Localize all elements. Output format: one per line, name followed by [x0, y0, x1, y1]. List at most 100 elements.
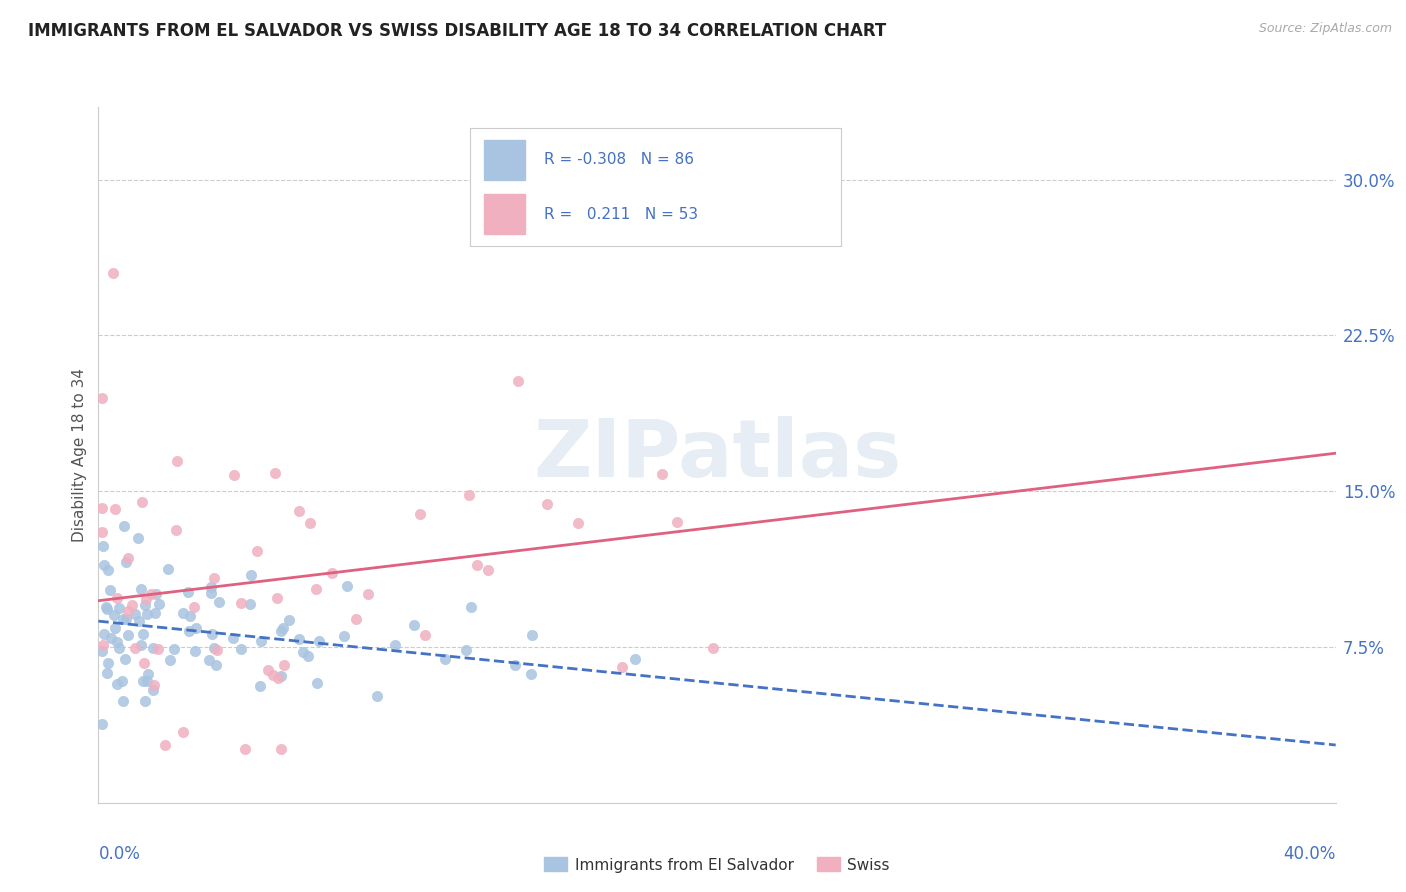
Point	[132, 673, 155, 688]
Point	[249, 679, 271, 693]
Point	[129, 582, 152, 596]
Point	[134, 656, 156, 670]
Point	[202, 641, 225, 656]
Point	[115, 612, 138, 626]
Point	[222, 467, 245, 482]
Point	[100, 631, 122, 645]
Point	[333, 630, 356, 644]
Point	[623, 652, 645, 666]
Point	[90, 391, 112, 405]
Point	[98, 583, 121, 598]
Point	[257, 663, 280, 677]
Point	[93, 627, 115, 641]
Point	[90, 500, 112, 515]
Point	[157, 562, 180, 576]
Point	[288, 632, 311, 647]
Point	[413, 628, 436, 642]
Legend: Immigrants from El Salvador, Swiss: Immigrants from El Salvador, Swiss	[538, 851, 896, 879]
Point	[702, 640, 724, 655]
Point	[134, 694, 156, 708]
Point	[117, 604, 139, 618]
Point	[103, 607, 125, 622]
Point	[96, 602, 118, 616]
Point	[179, 624, 201, 638]
Point	[229, 642, 252, 657]
Text: 40.0%: 40.0%	[1284, 845, 1336, 863]
Point	[297, 648, 319, 663]
Point	[114, 652, 136, 666]
Point	[124, 607, 146, 621]
Point	[651, 467, 673, 482]
Point	[91, 539, 114, 553]
Point	[183, 600, 205, 615]
Point	[114, 555, 136, 569]
Point	[266, 591, 288, 605]
Point	[90, 644, 112, 658]
Point	[505, 658, 527, 673]
Point	[135, 592, 157, 607]
Point	[506, 374, 529, 388]
Point	[519, 667, 541, 681]
Point	[121, 598, 143, 612]
Point	[477, 563, 499, 577]
Text: IMMIGRANTS FROM EL SALVADOR VS SWISS DISABILITY AGE 18 TO 34 CORRELATION CHART: IMMIGRANTS FROM EL SALVADOR VS SWISS DIS…	[28, 22, 886, 40]
Point	[103, 621, 125, 635]
Point	[134, 598, 156, 612]
Point	[200, 586, 222, 600]
Point	[177, 584, 200, 599]
Point	[142, 641, 165, 656]
Point	[136, 667, 159, 681]
Point	[434, 652, 457, 666]
Point	[270, 741, 292, 756]
Point	[136, 673, 159, 688]
Point	[108, 601, 131, 615]
Point	[239, 567, 262, 582]
Point	[103, 266, 125, 280]
Point	[155, 738, 177, 752]
Point	[222, 631, 245, 645]
Point	[90, 525, 112, 540]
Point	[233, 741, 256, 756]
Point	[96, 666, 118, 681]
Point	[567, 516, 589, 531]
Point	[465, 558, 488, 573]
Point	[112, 518, 135, 533]
Point	[321, 566, 343, 581]
Point	[520, 627, 543, 641]
Point	[143, 607, 166, 621]
Point	[271, 621, 294, 635]
Point	[666, 515, 689, 529]
Point	[202, 570, 225, 584]
Point	[201, 627, 224, 641]
Text: Source: ZipAtlas.com: Source: ZipAtlas.com	[1258, 22, 1392, 36]
Point	[139, 587, 162, 601]
Point	[94, 599, 117, 614]
Point	[409, 507, 432, 521]
Point	[270, 624, 292, 638]
Point	[112, 612, 135, 626]
Point	[112, 694, 135, 708]
Point	[384, 639, 406, 653]
Point	[458, 488, 481, 502]
Point	[148, 597, 170, 611]
Point	[336, 579, 359, 593]
Point	[128, 614, 150, 628]
Point	[207, 642, 229, 657]
Point	[117, 550, 139, 565]
Point	[246, 543, 269, 558]
Text: 0.0%: 0.0%	[98, 845, 141, 863]
Point	[142, 682, 165, 697]
Point	[460, 599, 482, 614]
Point	[90, 717, 112, 731]
Point	[117, 628, 139, 642]
Point	[159, 653, 181, 667]
Point	[344, 612, 367, 626]
Point	[165, 523, 187, 537]
Point	[200, 580, 222, 594]
Point	[270, 669, 292, 683]
Point	[172, 724, 194, 739]
Point	[402, 617, 425, 632]
Point	[132, 626, 155, 640]
Point	[198, 653, 221, 667]
Point	[143, 678, 166, 692]
